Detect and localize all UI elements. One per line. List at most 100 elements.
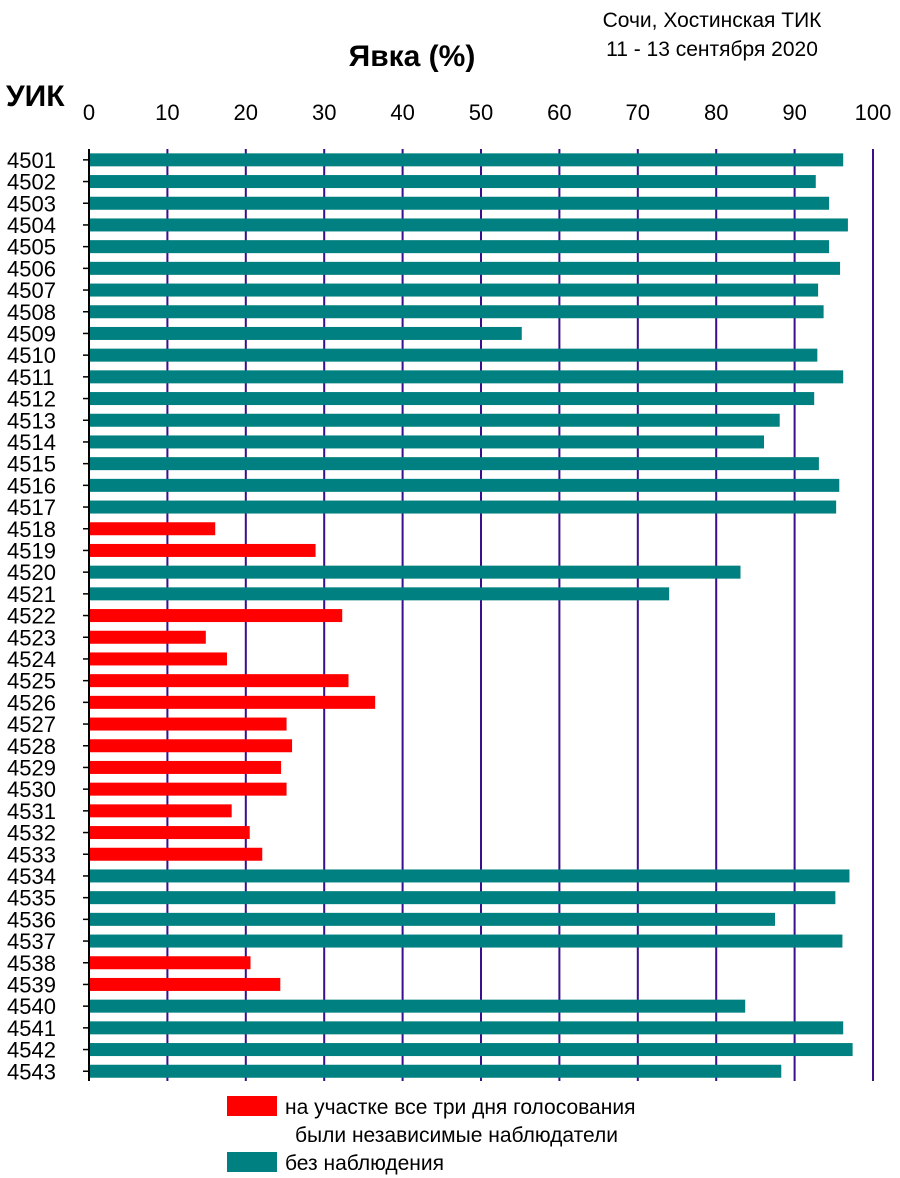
bar-4542 bbox=[90, 1043, 853, 1057]
category-label-4519: 4519 bbox=[7, 538, 56, 563]
x-tick-label-10: 10 bbox=[155, 100, 179, 125]
category-label-4506: 4506 bbox=[7, 256, 56, 281]
bar-4537 bbox=[90, 934, 843, 948]
bar-4504 bbox=[90, 218, 848, 232]
category-label-4525: 4525 bbox=[7, 669, 56, 694]
category-label-4543: 4543 bbox=[7, 1059, 56, 1084]
category-label-4536: 4536 bbox=[7, 907, 56, 932]
bar-4535 bbox=[90, 891, 836, 905]
bar-4516 bbox=[90, 478, 840, 492]
bar-4529 bbox=[90, 760, 282, 774]
category-label-4511: 4511 bbox=[7, 365, 54, 390]
legend-item-unobserved: без наблюдения bbox=[227, 1150, 635, 1178]
bar-4533 bbox=[90, 847, 263, 861]
bar-4508 bbox=[90, 305, 824, 319]
x-tick-label-0: 0 bbox=[83, 100, 95, 125]
category-label-4537: 4537 bbox=[7, 929, 56, 954]
category-label-4504: 4504 bbox=[7, 213, 56, 238]
category-label-4532: 4532 bbox=[7, 821, 56, 846]
category-label-4508: 4508 bbox=[7, 300, 56, 325]
category-label-4520: 4520 bbox=[7, 560, 56, 585]
legend-swatch-unobserved bbox=[227, 1152, 277, 1172]
bar-4503 bbox=[90, 196, 830, 210]
category-label-4518: 4518 bbox=[7, 517, 56, 542]
chart-title: Явка (%) bbox=[348, 40, 476, 73]
category-label-4535: 4535 bbox=[7, 886, 56, 911]
category-label-4521: 4521 bbox=[7, 582, 56, 607]
bar-4510 bbox=[90, 348, 818, 362]
category-label-4523: 4523 bbox=[7, 625, 56, 650]
legend-label-unobserved: без наблюдения bbox=[285, 1152, 445, 1175]
bar-4540 bbox=[90, 999, 746, 1013]
category-label-4527: 4527 bbox=[7, 712, 56, 737]
x-tick-label-20: 20 bbox=[234, 100, 258, 125]
x-tick-label-40: 40 bbox=[390, 100, 414, 125]
legend: на участке все три дня голосования были … bbox=[227, 1094, 635, 1178]
category-label-4524: 4524 bbox=[7, 647, 56, 672]
category-label-4528: 4528 bbox=[7, 734, 56, 759]
bar-4524 bbox=[90, 652, 227, 666]
legend-swatch-observed bbox=[227, 1096, 277, 1116]
bar-4513 bbox=[90, 413, 780, 427]
bar-4520 bbox=[90, 565, 741, 579]
category-label-4505: 4505 bbox=[7, 235, 56, 260]
chart-header: Сочи, Хостинская ТИК 11 - 13 сентября 20… bbox=[572, 6, 852, 64]
x-tick-label-80: 80 bbox=[704, 100, 728, 125]
category-label-4514: 4514 bbox=[7, 430, 56, 455]
legend-label-observed-line2: были независимые наблюдатели bbox=[295, 1124, 618, 1147]
bar-4527 bbox=[90, 717, 287, 731]
header-place: Сочи, Хостинская ТИК bbox=[602, 9, 822, 32]
category-label-4501: 4501 bbox=[7, 148, 56, 173]
category-label-4533: 4533 bbox=[7, 842, 56, 867]
category-label-4509: 4509 bbox=[7, 321, 56, 346]
category-label-4530: 4530 bbox=[7, 777, 56, 802]
x-tick-label-50: 50 bbox=[469, 100, 493, 125]
bar-4519 bbox=[90, 543, 316, 557]
category-label-4539: 4539 bbox=[7, 972, 56, 997]
category-label-4531: 4531 bbox=[7, 799, 56, 824]
category-label-4515: 4515 bbox=[7, 452, 56, 477]
x-tick-label-70: 70 bbox=[626, 100, 650, 125]
bar-4505 bbox=[90, 240, 830, 254]
bar-4539 bbox=[90, 977, 281, 991]
bar-4514 bbox=[90, 435, 765, 449]
bar-4526 bbox=[90, 695, 376, 709]
category-label-4503: 4503 bbox=[7, 191, 56, 216]
bar-4536 bbox=[90, 912, 775, 926]
x-tick-label-90: 90 bbox=[782, 100, 806, 125]
bar-4509 bbox=[90, 326, 522, 340]
bar-4522 bbox=[90, 609, 343, 623]
legend-item-observed: на участке все три дня голосования были … bbox=[227, 1094, 635, 1150]
bar-4531 bbox=[90, 804, 232, 818]
category-label-4517: 4517 bbox=[7, 495, 56, 520]
legend-label-observed-line1: на участке все три дня голосования bbox=[285, 1096, 636, 1119]
bar-4534 bbox=[90, 869, 850, 883]
x-tick-label-30: 30 bbox=[312, 100, 336, 125]
bar-4501 bbox=[90, 153, 844, 167]
bar-4506 bbox=[90, 261, 841, 275]
category-label-4510: 4510 bbox=[7, 343, 56, 368]
bar-4507 bbox=[90, 283, 819, 297]
bar-4523 bbox=[90, 630, 206, 644]
category-label-4540: 4540 bbox=[7, 994, 56, 1019]
bar-4538 bbox=[90, 956, 251, 970]
bar-4502 bbox=[90, 175, 816, 189]
bar-4515 bbox=[90, 457, 819, 471]
category-label-4526: 4526 bbox=[7, 690, 56, 715]
bar-4517 bbox=[90, 500, 837, 514]
category-label-4529: 4529 bbox=[7, 755, 56, 780]
category-label-4502: 4502 bbox=[7, 170, 56, 195]
bar-4521 bbox=[90, 587, 670, 601]
bar-4543 bbox=[90, 1064, 782, 1078]
bar-4518 bbox=[90, 522, 216, 536]
category-label-4542: 4542 bbox=[7, 1038, 56, 1063]
x-tick-label-60: 60 bbox=[547, 100, 571, 125]
category-label-4538: 4538 bbox=[7, 951, 56, 976]
x-tick-label-100: 100 bbox=[855, 100, 892, 125]
header-dates: 11 - 13 сентября 2020 bbox=[606, 38, 818, 61]
category-label-4512: 4512 bbox=[7, 387, 56, 412]
category-axis-label: УИК bbox=[6, 80, 65, 113]
bar-4528 bbox=[90, 739, 293, 753]
category-label-4541: 4541 bbox=[7, 1016, 56, 1041]
